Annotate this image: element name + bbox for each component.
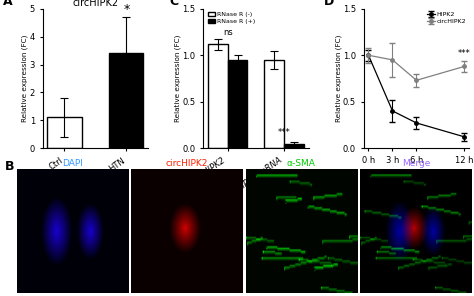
Text: *: *	[123, 3, 129, 16]
Bar	[208, 44, 228, 148]
Bar	[264, 60, 284, 148]
Bar	[47, 118, 82, 148]
Text: B: B	[5, 160, 14, 173]
Title: α-SMA: α-SMA	[287, 159, 316, 168]
Title: circHIPK2: circHIPK2	[165, 159, 208, 168]
Legend: HIPK2, circHIPK2: HIPK2, circHIPK2	[427, 12, 466, 24]
Bar	[284, 144, 304, 148]
Title: Merge: Merge	[402, 159, 430, 168]
Text: ***: ***	[458, 49, 471, 58]
Text: D: D	[324, 0, 334, 8]
Text: ns: ns	[223, 28, 233, 37]
Text: C: C	[169, 0, 179, 8]
Y-axis label: Relative expression (FC): Relative expression (FC)	[174, 35, 181, 122]
Y-axis label: Relative expression (FC): Relative expression (FC)	[335, 35, 341, 122]
Bar	[228, 60, 247, 148]
Title: circHIPK2: circHIPK2	[73, 0, 118, 8]
Bar	[109, 53, 144, 148]
Y-axis label: Relative expression (FC): Relative expression (FC)	[22, 35, 28, 122]
Text: A: A	[2, 0, 12, 8]
Legend: RNase R (-), RNase R (+): RNase R (-), RNase R (+)	[209, 12, 255, 24]
Title: DAPI: DAPI	[62, 159, 82, 168]
Text: ***: ***	[278, 128, 291, 137]
